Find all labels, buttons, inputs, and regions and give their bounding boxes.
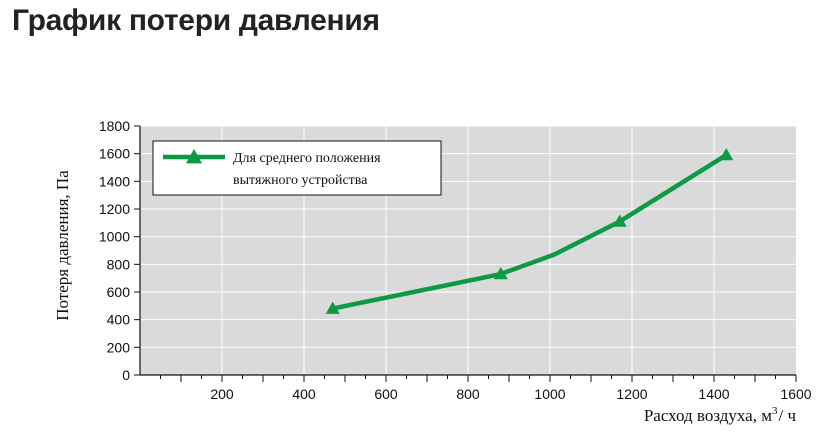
x-tick-label: 200: [210, 386, 234, 402]
ticks: 0 200 400 600 800 1000 1200 1400 1600 1800 200 400 6…: [99, 118, 812, 402]
y-tick-label: 600: [107, 284, 131, 300]
legend-marker: [186, 149, 202, 164]
x-tick-label: 1000: [534, 386, 565, 402]
y-tick-label: 1200: [99, 201, 130, 217]
y-tick-label: 400: [107, 312, 131, 328]
data-point-marker: [719, 148, 734, 161]
y-tick-label: 1800: [99, 118, 130, 134]
y-tick-label: 200: [107, 339, 131, 355]
legend-label: вытяжного устройства: [233, 173, 368, 188]
legend-box: [152, 140, 442, 196]
y-tick-label: 1600: [99, 146, 130, 162]
y-tick-label: 800: [107, 256, 131, 272]
x-tick-label: 1400: [698, 386, 729, 402]
data-point-marker: [493, 267, 508, 280]
legend: Для среднего положения вытяжного устройст…: [152, 140, 442, 196]
y-tick-label: 1400: [99, 173, 130, 189]
legend-label: Для среднего положения: [233, 151, 381, 166]
page-title: График потери давления: [12, 4, 380, 37]
data-point-marker: [612, 214, 627, 227]
x-tick-label: 1200: [616, 386, 647, 402]
series-line: [330, 152, 729, 311]
x-axis-title-suffix: / ч: [778, 406, 796, 425]
x-tick-label: 800: [456, 386, 480, 402]
y-tick-label: 1000: [99, 229, 130, 245]
series-layer: [325, 148, 734, 314]
x-tick-label: 1600: [780, 386, 811, 402]
data-point-marker: [325, 301, 340, 314]
x-axis-title-main: Расход воздуха, м: [644, 406, 772, 425]
x-axis-title-superscript: 3: [772, 405, 778, 417]
x-tick-label: 400: [292, 386, 316, 402]
x-axis-title: Расход воздуха, м3/ ч: [644, 405, 797, 425]
y-tick-label: 0: [122, 367, 130, 383]
y-axis-title: Потеря давления, Па: [53, 170, 72, 321]
grid: [140, 125, 796, 375]
x-tick-label: 600: [374, 386, 398, 402]
